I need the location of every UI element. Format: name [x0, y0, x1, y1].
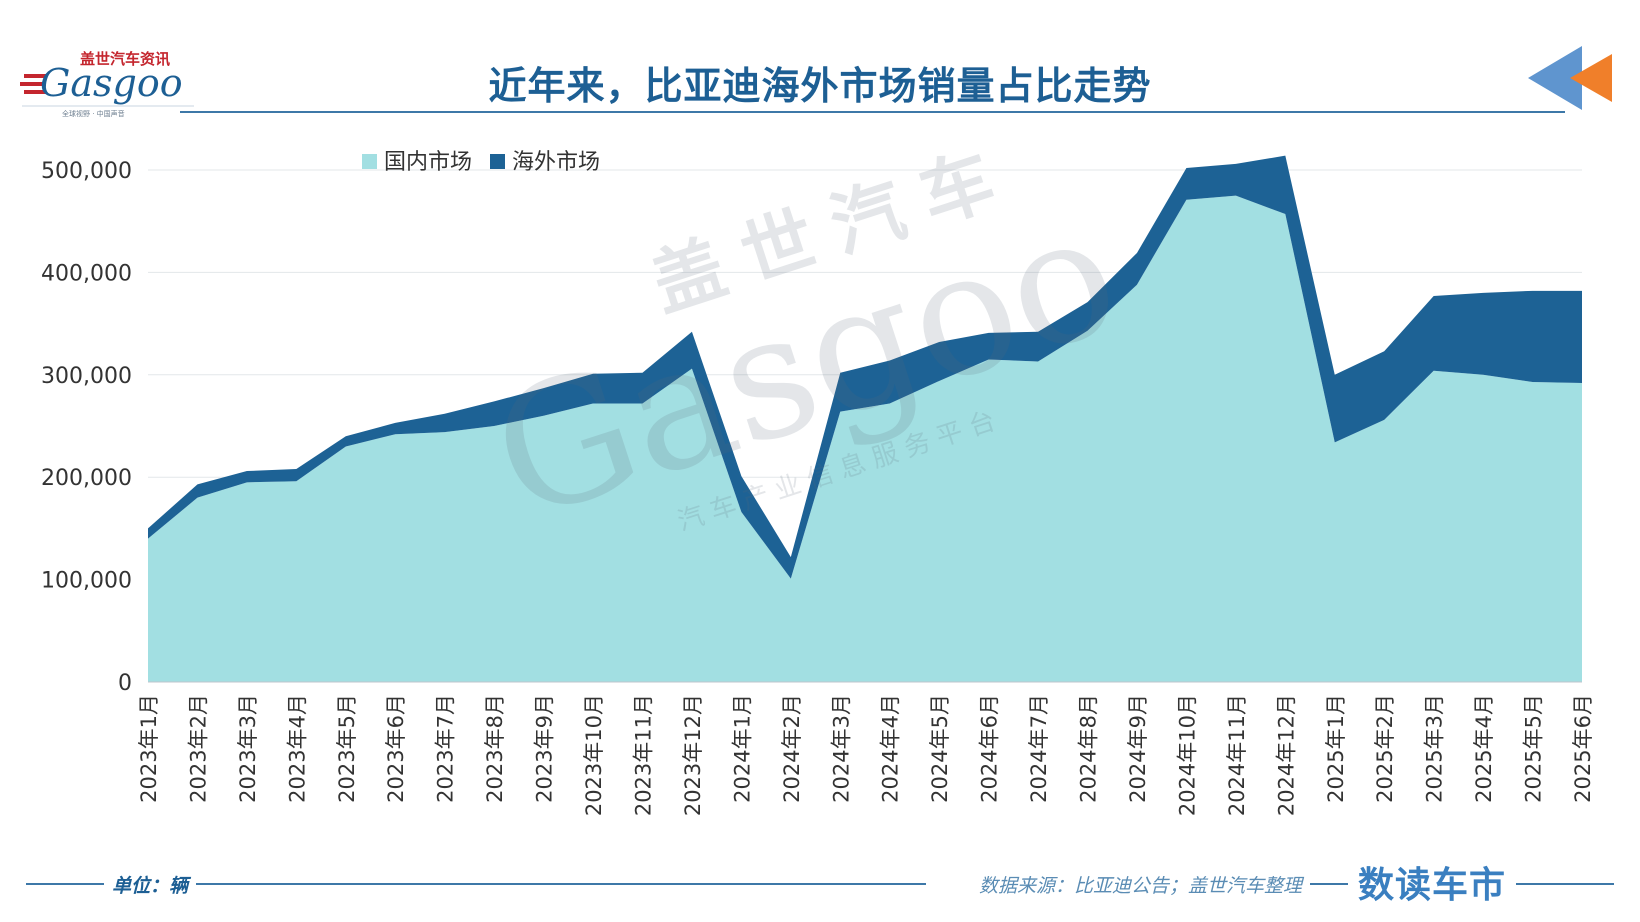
- footer-rule-left: [26, 883, 926, 885]
- corner-arrow-icon: [1528, 46, 1612, 110]
- y-tick-label: 500,000: [41, 159, 132, 184]
- legend-swatch-domestic: [362, 154, 377, 169]
- x-tick-label: 2024年1月: [730, 694, 754, 803]
- page-title: 近年来，比亚迪海外市场销量占比走势: [488, 64, 1152, 108]
- data-source-label: 数据来源：比亚迪公告；盖世汽车整理: [970, 871, 1310, 898]
- y-tick-label: 300,000: [41, 364, 132, 389]
- area-overseas: [148, 155, 1582, 579]
- x-tick-label: 2024年6月: [978, 694, 1002, 803]
- legend-label-domestic: 国内市场: [384, 150, 472, 175]
- logo-en-text: Gasgoo: [40, 61, 183, 105]
- y-tick-label: 0: [118, 671, 132, 696]
- title-divider: [180, 111, 1565, 113]
- x-tick-label: 2024年3月: [829, 694, 853, 803]
- legend: 国内市场 海外市场: [362, 150, 600, 175]
- x-tick-label: 2024年5月: [928, 694, 952, 803]
- x-tick-label: 2024年4月: [879, 694, 903, 803]
- x-tick-label: 2024年12月: [1274, 694, 1298, 816]
- logo-tagline: 全球视野 · 中国声音: [62, 109, 125, 118]
- x-tick-label: 2024年8月: [1077, 694, 1101, 803]
- x-tick-label: 2024年2月: [780, 694, 804, 803]
- x-tick-label: 2023年4月: [285, 694, 309, 803]
- x-tick-label: 2023年1月: [137, 694, 161, 803]
- x-tick-label: 2024年11月: [1225, 694, 1249, 816]
- x-tick-label: 2025年2月: [1373, 694, 1397, 803]
- x-tick-label: 2023年2月: [186, 694, 210, 803]
- legend-swatch-overseas: [490, 154, 505, 169]
- x-tick-label: 2023年10月: [582, 694, 606, 816]
- x-tick-label: 2024年7月: [1027, 694, 1051, 803]
- x-axis: 2023年1月 2023年2月 2023年3月 2023年4月 2023年5月 2023年…: [137, 681, 1595, 816]
- unit-label: 单位：辆: [104, 871, 197, 898]
- legend-label-overseas: 海外市场: [512, 150, 600, 175]
- x-tick-label: 2023年7月: [434, 694, 458, 803]
- series-areas: [148, 155, 1582, 682]
- logo-cn-text: 盖世汽车资讯: [80, 50, 170, 68]
- y-tick-label: 200,000: [41, 466, 132, 491]
- x-tick-label: 2025年4月: [1472, 694, 1496, 803]
- x-tick-label: 2023年11月: [631, 694, 655, 816]
- area-domestic: [148, 195, 1582, 682]
- x-tick-label: 2025年5月: [1522, 694, 1546, 803]
- x-tick-label: 2023年6月: [384, 694, 408, 803]
- y-tick-label: 100,000: [41, 569, 132, 594]
- gasgoo-logo: 盖世汽车资讯 Gasgoo 全球视野 · 中国声音: [20, 50, 194, 118]
- x-tick-label: 2025年1月: [1324, 694, 1348, 803]
- x-tick-label: 2023年3月: [236, 694, 260, 803]
- x-tick-label: 2024年10月: [1175, 694, 1199, 816]
- x-tick-label: 2023年12月: [681, 694, 705, 816]
- x-tick-label: 2025年6月: [1571, 694, 1595, 803]
- y-tick-label: 400,000: [41, 261, 132, 286]
- x-tick-label: 2023年5月: [335, 694, 359, 803]
- brand-label: 数读车市: [1348, 856, 1517, 908]
- logo-speed-lines: [20, 74, 46, 94]
- x-tick-label: 2023年8月: [483, 694, 507, 803]
- y-axis: 0 100,000 200,000 300,000 400,000 500,000: [41, 159, 132, 696]
- x-tick-label: 2024年9月: [1126, 694, 1150, 803]
- x-tick-label: 2023年9月: [533, 694, 557, 803]
- x-tick-label: 2025年3月: [1423, 694, 1447, 803]
